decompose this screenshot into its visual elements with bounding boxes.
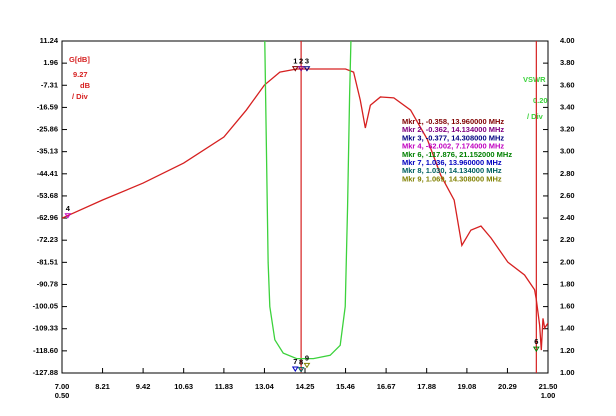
marker [297, 367, 305, 373]
marker [532, 346, 540, 353]
marker [291, 66, 299, 72]
y-tick-label: -35.13 [37, 147, 58, 156]
y-tick-label: -100.05 [33, 302, 58, 311]
y2-tick-label: 1.40 [560, 324, 575, 333]
marker-readout: Mkr 4, -62.002, 7.174000 MHz [402, 142, 504, 151]
y-scale-label: / Div [72, 92, 89, 101]
y-tick-label: 11.24 [40, 36, 59, 45]
marker-readout: Mkr 8, 1.030, 14.134000 MHz [402, 166, 502, 175]
y-tick-label: -127.88 [33, 368, 58, 377]
y2-tick-label: 2.00 [560, 257, 575, 266]
x-tick-label: 9.42 [136, 382, 151, 391]
x-tick-label: 20.29 [498, 382, 517, 391]
x-tick-label: 10.63 [174, 382, 193, 391]
x-sub-label: 0.50 [55, 391, 70, 400]
marker [303, 66, 311, 72]
x-sub-label: 1.00 [541, 391, 556, 400]
y-tick-label: 1.96 [43, 58, 58, 67]
x-tick-label: 7.00 [55, 382, 70, 391]
y-tick-label: -7.31 [41, 80, 58, 89]
y-tick-label: -16.59 [37, 102, 58, 111]
x-tick-label: 15.46 [336, 382, 355, 391]
marker-readout: Mkr 7, 1.036, 13.960000 MHz [402, 158, 502, 167]
x-tick-label: 8.21 [95, 382, 110, 391]
y-tick-label: -90.78 [37, 279, 58, 288]
marker [291, 366, 299, 372]
y-axis-name: G[dB] [69, 55, 90, 64]
marker [64, 213, 72, 219]
x-tick-label: 19.08 [457, 382, 476, 391]
y-tick-label: -25.86 [37, 125, 58, 134]
marker-readout: Mkr 6, -117.876, 21.152000 MHz [402, 150, 512, 159]
y2-tick-label: 3.00 [560, 147, 575, 156]
y2-tick-label: 2.60 [560, 191, 575, 200]
y-tick-label: -109.33 [33, 324, 58, 333]
plot-area [62, 41, 548, 360]
x-tick-label: 21.50 [539, 382, 558, 391]
y-scale-label: 9.27 [73, 70, 88, 79]
series-line [264, 41, 352, 360]
y2-tick-label: 3.20 [560, 125, 575, 134]
y2-tick-label: 1.20 [560, 346, 575, 355]
y2-scale-label: 0.20 [533, 96, 548, 105]
marker-id: 6 [534, 337, 538, 346]
y2-tick-label: 1.80 [560, 279, 575, 288]
y2-tick-label: 4.00 [560, 36, 575, 45]
marker-id: 4 [66, 204, 71, 213]
marker-id: 7 [293, 357, 297, 366]
marker-id: 2 [299, 57, 303, 66]
y-tick-label: -44.41 [37, 169, 58, 178]
marker-id: 8 [299, 358, 303, 367]
y-scale-label: dB [80, 81, 91, 90]
y2-tick-label: 3.80 [560, 58, 575, 67]
y2-scale-label: / Div [527, 112, 544, 121]
y2-tick-label: 3.40 [560, 102, 575, 111]
plot-frame [61, 40, 549, 374]
marker-readout: Mkr 3, -0.377, 14.308000 MHz [402, 133, 504, 142]
y2-tick-label: 3.60 [560, 80, 575, 89]
y-tick-label: -118.60 [33, 346, 58, 355]
x-tick-label: 16.67 [377, 382, 396, 391]
y2-tick-label: 2.40 [560, 213, 575, 222]
x-tick-label: 14.25 [296, 382, 315, 391]
y2-tick-label: 2.80 [560, 169, 575, 178]
y-tick-label: -81.51 [37, 257, 58, 266]
y-tick-label: -72.23 [37, 235, 58, 244]
marker-id: 3 [305, 57, 309, 66]
y2-tick-label: 1.60 [560, 302, 575, 311]
marker-readout: Mkr 1, -0.358, 13.960000 MHz [402, 117, 504, 126]
y-tick-label: -53.68 [37, 191, 58, 200]
marker [303, 362, 311, 369]
x-tick-label: 13.04 [255, 382, 275, 391]
series-line [62, 68, 548, 351]
marker-readout: Mkr 9, 1.069, 14.308000 MHz [402, 174, 502, 183]
y2-tick-label: 2.20 [560, 235, 575, 244]
marker [297, 66, 305, 72]
marker-readout: Mkr 2, -0.362, 14.134000 MHz [402, 125, 504, 134]
marker-id: 1 [293, 57, 297, 66]
x-tick-label: 17.88 [417, 382, 436, 391]
y2-axis-name: VSWR [523, 75, 546, 84]
x-tick-label: 11.83 [215, 382, 233, 391]
marker-id: 9 [305, 353, 309, 362]
y-tick-label: -62.96 [37, 213, 58, 222]
y2-tick-label: 1.00 [560, 368, 575, 377]
